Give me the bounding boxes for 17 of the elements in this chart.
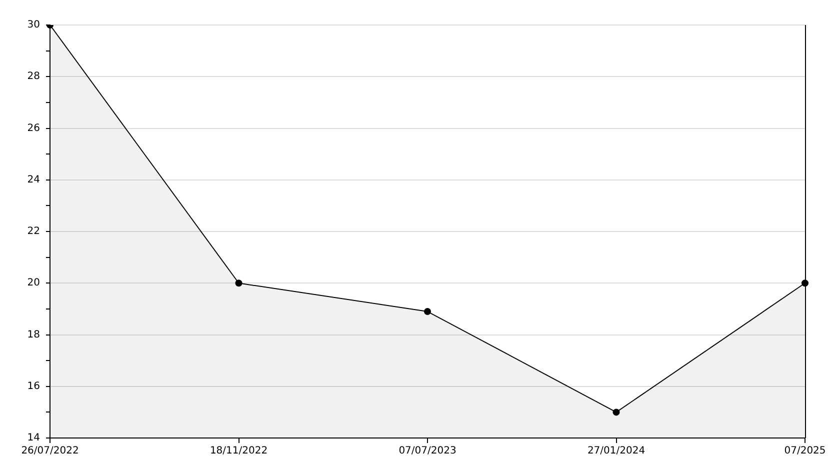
x-tick-label: 18/11/2022	[210, 446, 268, 457]
y-tick-label: 16	[27, 380, 40, 392]
y-tick-label: 28	[27, 71, 40, 82]
x-tick-label: 07/2025	[784, 446, 826, 457]
x-tick-label: 26/07/2022	[21, 446, 79, 457]
y-tick-label: 22	[27, 226, 40, 238]
y-tick-label: 14	[27, 432, 40, 444]
y-tick-label: 18	[27, 329, 40, 340]
y-tick-label: 20	[27, 278, 40, 289]
y-tick-label: 30	[27, 20, 40, 31]
y-tick-label: 24	[27, 174, 40, 186]
y-tick-label: 26	[27, 122, 40, 134]
x-tick-label: 27/01/2024	[587, 446, 646, 457]
point	[235, 280, 242, 287]
point	[612, 408, 620, 416]
point	[424, 308, 431, 316]
x-tick-label: 07/07/2023	[398, 446, 456, 457]
